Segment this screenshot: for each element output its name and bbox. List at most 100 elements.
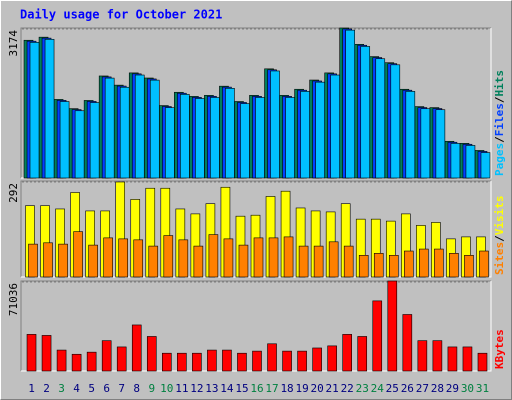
bar xyxy=(177,352,187,372)
x-tick-label: 6 xyxy=(103,382,110,395)
bar xyxy=(313,245,324,278)
bar xyxy=(195,98,205,179)
x-tick-label: 4 xyxy=(73,382,80,395)
bar xyxy=(479,250,489,278)
y-tick-label: 292 xyxy=(7,183,20,203)
bar xyxy=(253,237,264,278)
legend-entry: Visits xyxy=(493,196,506,236)
bar xyxy=(193,245,204,278)
x-tick-label: 10 xyxy=(160,382,173,395)
bar xyxy=(133,239,144,278)
bar xyxy=(267,343,277,372)
bar xyxy=(134,74,145,179)
bar xyxy=(104,77,115,179)
legend-entry: Pages xyxy=(493,143,506,176)
bar xyxy=(74,110,85,179)
x-tick-label: 20 xyxy=(311,382,324,395)
x-tick-label: 8 xyxy=(133,382,140,395)
bar xyxy=(210,97,220,179)
bar xyxy=(225,88,235,179)
bar xyxy=(358,255,369,278)
bar xyxy=(360,46,371,179)
legend: Sites/Visits xyxy=(493,196,506,276)
x-tick-label: 3 xyxy=(58,382,65,395)
x-tick-label: 26 xyxy=(401,382,414,395)
x-tick-label: 5 xyxy=(88,382,95,395)
bar xyxy=(357,336,368,372)
x-tick-label: 22 xyxy=(341,382,354,395)
x-tick-label: 16 xyxy=(250,382,263,395)
bar xyxy=(180,94,190,179)
bar xyxy=(89,102,100,179)
bar xyxy=(43,242,53,278)
bar xyxy=(192,352,202,372)
bar xyxy=(59,101,70,179)
x-tick-label: 23 xyxy=(356,382,369,395)
bar xyxy=(404,250,414,278)
x-tick-label: 7 xyxy=(118,382,125,395)
bar xyxy=(477,352,488,372)
bar xyxy=(372,300,383,372)
bar xyxy=(345,29,355,179)
bar xyxy=(252,350,262,372)
bar xyxy=(71,353,82,372)
bar xyxy=(207,349,217,372)
bar xyxy=(29,42,40,179)
bar xyxy=(41,335,52,372)
bar xyxy=(432,340,443,372)
bar xyxy=(375,58,386,179)
bar xyxy=(28,243,38,278)
bar xyxy=(255,97,265,179)
bar xyxy=(328,241,339,278)
bar xyxy=(268,237,279,278)
bar xyxy=(146,336,157,372)
x-tick-label: 15 xyxy=(235,382,248,395)
bar xyxy=(342,334,352,372)
panel-edge xyxy=(20,280,491,371)
legend-separator: / xyxy=(493,235,506,242)
bar xyxy=(373,253,384,278)
bar xyxy=(450,143,461,179)
bar xyxy=(327,345,337,372)
bar xyxy=(417,340,428,372)
bar xyxy=(238,244,249,278)
bar xyxy=(300,91,310,179)
bar xyxy=(449,253,459,278)
bar xyxy=(58,243,68,278)
x-tick-label: 14 xyxy=(220,382,234,395)
bar xyxy=(283,236,294,278)
legend: Pages/Files/Hits xyxy=(493,70,506,176)
x-tick-label: 21 xyxy=(326,382,339,395)
bar xyxy=(330,74,340,179)
bar xyxy=(116,346,127,372)
bar xyxy=(44,38,55,179)
bar xyxy=(405,91,416,179)
x-tick-label: 29 xyxy=(446,382,459,395)
bar xyxy=(434,248,444,278)
bar xyxy=(270,70,280,179)
bar xyxy=(149,79,160,179)
bar xyxy=(419,248,429,278)
x-tick-label: 19 xyxy=(295,382,308,395)
bar xyxy=(297,350,307,372)
bar xyxy=(285,97,295,179)
x-tick-label: 24 xyxy=(371,382,385,395)
bar xyxy=(101,340,112,372)
x-tick-label: 1 xyxy=(28,382,35,395)
bar xyxy=(208,234,219,278)
bar xyxy=(312,347,322,372)
panel-edge xyxy=(20,180,491,277)
x-tick-label: 12 xyxy=(190,382,203,395)
chart-title: Daily usage for October 2021 xyxy=(20,8,222,22)
x-tick-label: 31 xyxy=(476,382,489,395)
legend-entry: Hits xyxy=(493,70,506,97)
bar xyxy=(88,244,98,278)
bar xyxy=(86,351,97,372)
y-tick-label: 71036 xyxy=(7,283,20,316)
bar xyxy=(343,245,354,278)
bar xyxy=(480,152,491,179)
y-tick-label: 3174 xyxy=(7,30,20,57)
bar xyxy=(56,349,67,372)
bar xyxy=(131,324,142,372)
